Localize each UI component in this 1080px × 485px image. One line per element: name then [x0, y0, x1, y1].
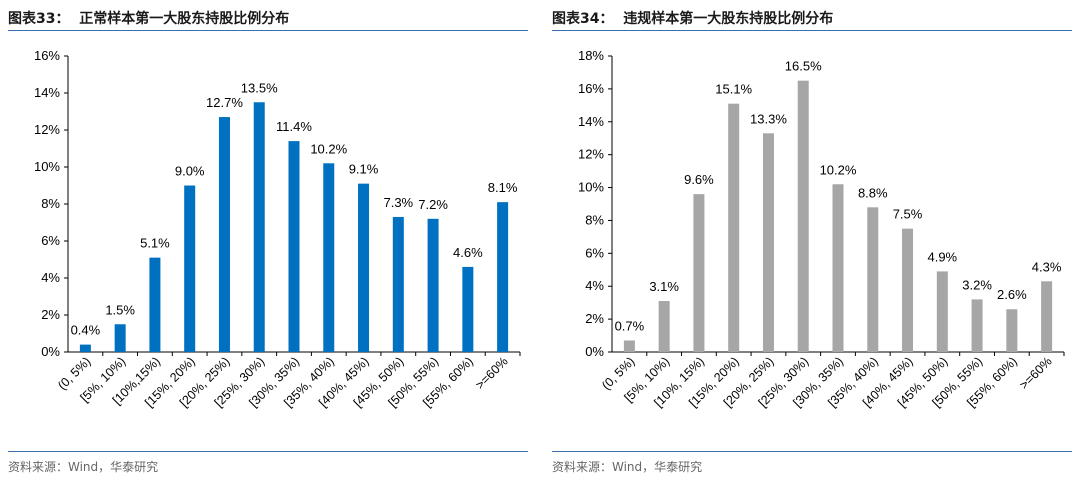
y-tick-label: 2% [585, 311, 604, 326]
data-label: 4.9% [927, 249, 957, 264]
y-tick-label: 12% [34, 122, 60, 137]
data-label: 13.3% [750, 111, 787, 126]
bar [393, 217, 404, 352]
chart-footer: 资料来源：Wind，华泰研究 [552, 451, 1072, 452]
data-label: 10.2% [820, 162, 857, 177]
y-tick-label: 6% [41, 233, 60, 248]
bar [937, 271, 948, 352]
bar-chart-normal-sample: 0%2%4%6%8%10%12%14%16%0.4%(0, 5%)1.5%[5%… [8, 34, 528, 446]
y-tick-label: 16% [34, 48, 60, 63]
data-label: 10.2% [310, 141, 347, 156]
y-tick-label: 2% [41, 307, 60, 322]
data-label: 9.1% [349, 162, 379, 177]
y-tick-label: 14% [578, 114, 604, 129]
y-tick-label: 0% [41, 344, 60, 359]
bar [80, 345, 91, 352]
data-label: 12.7% [206, 95, 243, 110]
bar [219, 117, 230, 352]
data-label: 3.2% [962, 277, 992, 292]
y-tick-label: 6% [585, 245, 604, 260]
x-tick-label: >=60% [1017, 354, 1055, 392]
data-label: 9.0% [175, 164, 205, 179]
data-label: 11.4% [276, 119, 312, 134]
bar [115, 324, 126, 352]
bar [428, 219, 439, 352]
data-label: 4.3% [1032, 259, 1062, 274]
data-label: 7.2% [418, 197, 448, 212]
y-tick-label: 4% [41, 270, 60, 285]
data-label: 13.5% [241, 80, 278, 95]
bar [497, 202, 508, 352]
bar [833, 184, 844, 352]
y-tick-label: 10% [34, 159, 60, 174]
bar [902, 229, 913, 352]
data-label: 8.8% [858, 185, 888, 200]
chart-title: 图表34： 违规样本第一大股东持股比例分布 [552, 11, 833, 27]
bar [254, 102, 265, 352]
bar-chart-violation-sample: 0%2%4%6%8%10%12%14%16%18%0.7%(0, 5%)3.1%… [552, 34, 1072, 446]
y-tick-label: 14% [34, 85, 60, 100]
chart-panel-left: 图表33： 正常样本第一大股东持股比例分布 0% 2% 4% 6% 8% 10% 12% 14… [8, 0, 528, 485]
chart-title-bar: 图表33： 正常样本第一大股东持股比例分布 [8, 8, 528, 31]
data-label: 1.5% [105, 302, 135, 317]
data-label: 7.5% [893, 207, 923, 222]
y-tick-label: 8% [585, 212, 604, 227]
chart-title: 图表33： 正常样本第一大股东持股比例分布 [8, 11, 289, 27]
bar [624, 340, 635, 352]
y-tick-label: 12% [578, 147, 604, 162]
chart-panel-right: 图表34： 违规样本第一大股东持股比例分布 0% 2% 4% 6% 8% 10% 12% 14… [552, 0, 1072, 485]
data-label: 4.6% [453, 245, 483, 260]
data-label: 7.3% [383, 195, 413, 210]
bar [184, 186, 195, 353]
y-tick-label: 10% [578, 180, 604, 195]
bar [1041, 281, 1052, 352]
y-tick-label: 8% [41, 196, 60, 211]
bar [728, 104, 739, 352]
data-label: 8.1% [488, 180, 518, 195]
bar [693, 194, 704, 352]
data-label: 5.1% [140, 236, 170, 251]
y-tick-label: 16% [578, 81, 604, 96]
bar [972, 299, 983, 352]
bar [323, 163, 334, 352]
y-tick-label: 4% [585, 278, 604, 293]
data-label: 9.6% [684, 172, 714, 187]
x-tick-label: >=60% [473, 354, 511, 392]
data-label: 0.4% [71, 323, 101, 338]
chart-title-bar: 图表34： 违规样本第一大股东持股比例分布 [552, 8, 1072, 31]
source-note: 资料来源：Wind，华泰研究 [552, 458, 702, 475]
source-note: 资料来源：Wind，华泰研究 [8, 458, 158, 475]
data-label: 0.7% [615, 318, 645, 333]
bar [358, 184, 369, 352]
bar [659, 301, 670, 352]
bar [462, 267, 473, 352]
y-tick-label: 0% [585, 344, 604, 359]
bar [149, 258, 160, 352]
bar [867, 207, 878, 352]
bar [763, 133, 774, 352]
bar [798, 81, 809, 352]
data-label: 16.5% [785, 59, 822, 74]
bar [1006, 309, 1017, 352]
chart-footer: 资料来源：Wind，华泰研究 [8, 451, 528, 452]
data-label: 2.6% [997, 287, 1027, 302]
y-tick-label: 18% [578, 48, 604, 63]
data-label: 15.1% [715, 82, 752, 97]
data-label: 3.1% [649, 279, 679, 294]
bar [289, 141, 300, 352]
